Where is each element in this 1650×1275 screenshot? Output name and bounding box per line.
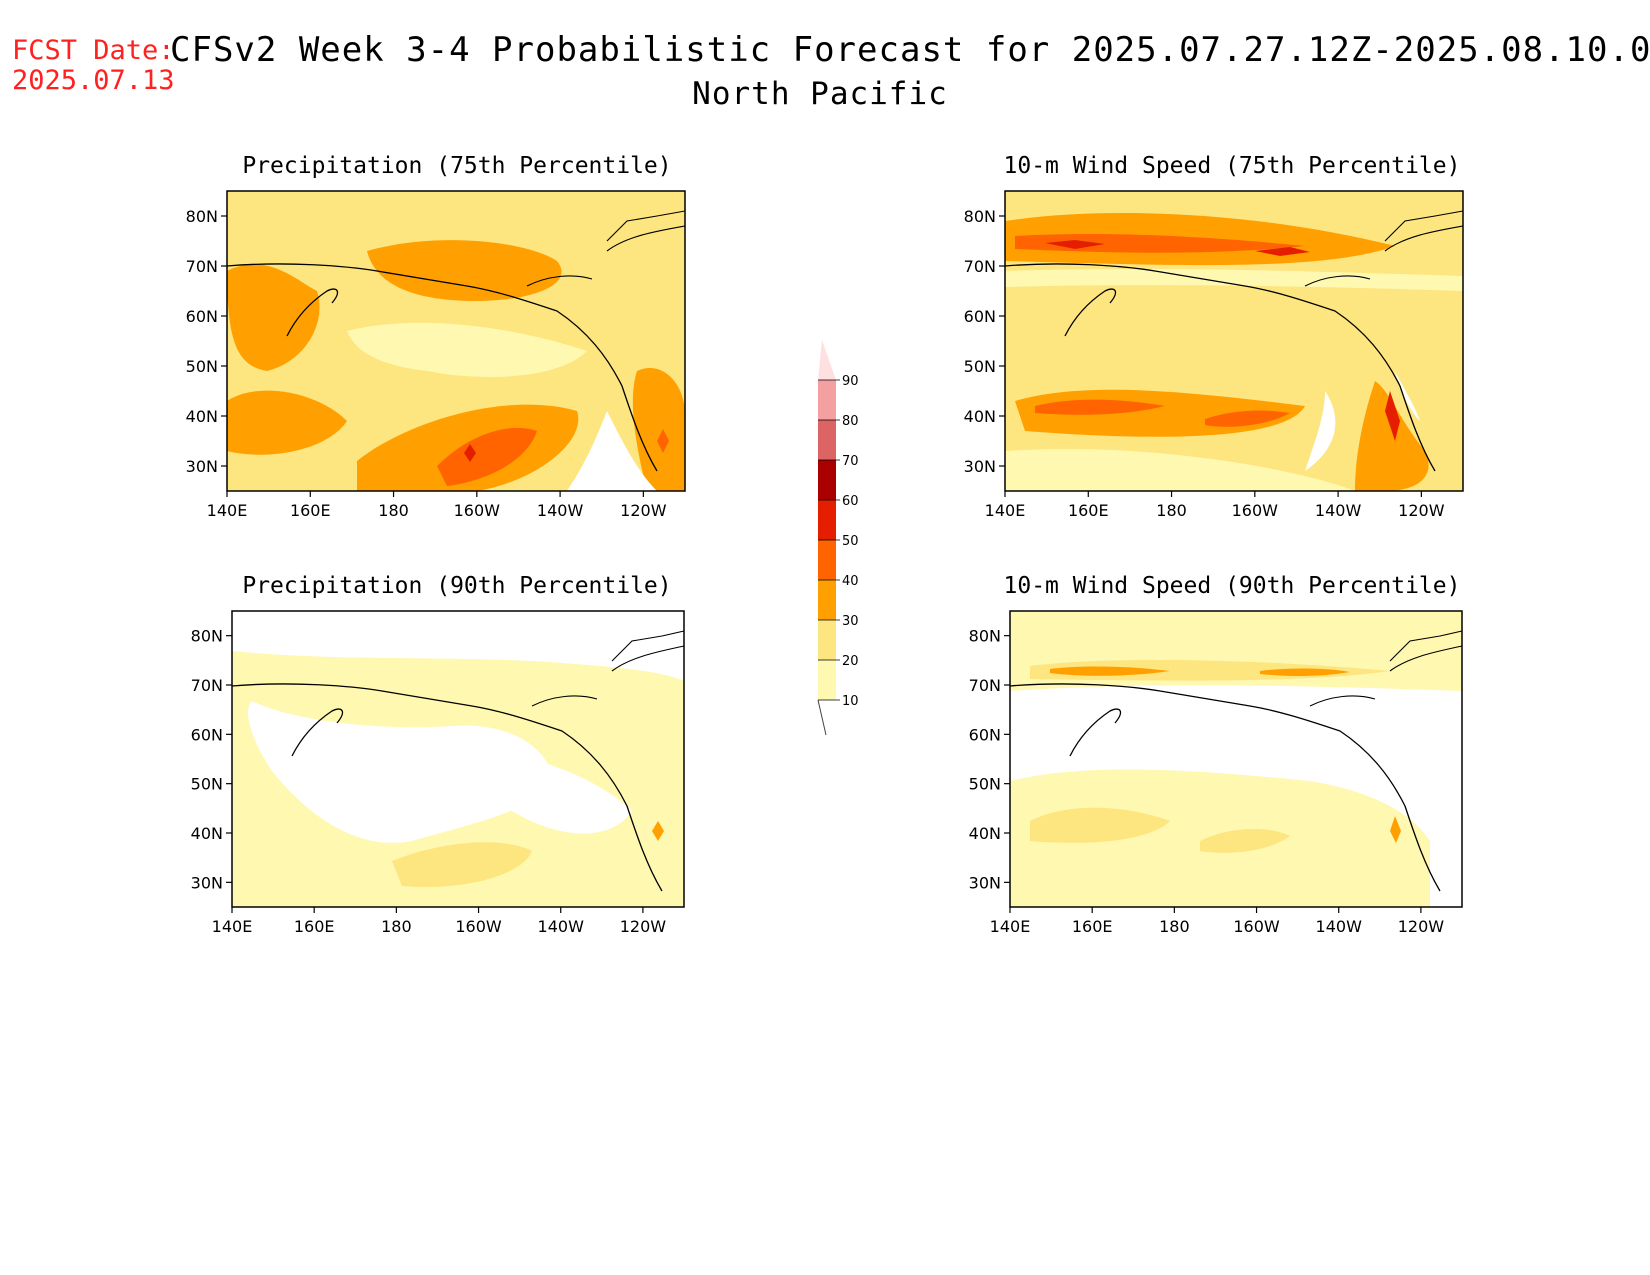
lat-label: 30N xyxy=(969,873,1001,892)
forecast-date-label: FCST Date: xyxy=(12,35,175,66)
legend-swatch xyxy=(818,580,836,620)
lat-label: 60N xyxy=(969,725,1001,744)
lat-label: 30N xyxy=(191,873,223,892)
legend-swatch xyxy=(818,620,836,660)
lon-label: 140E xyxy=(985,501,1026,520)
legend-label: 60 xyxy=(842,494,859,509)
page-title: CFSv2 Week 3-4 Probabilistic Forecast fo… xyxy=(170,30,1650,70)
legend-label: 50 xyxy=(842,534,859,549)
legend-label: 30 xyxy=(842,614,859,629)
lat-label: 80N xyxy=(186,207,218,226)
forecast-date-value: 2025.07.13 xyxy=(12,65,175,96)
legend-label: 70 xyxy=(842,454,859,469)
color-legend: 10 20 30 40 50 60 70 80 90 xyxy=(817,340,859,736)
lon-label: 160E xyxy=(290,501,331,520)
legend-swatch xyxy=(818,340,836,380)
lon-label: 160E xyxy=(294,917,335,936)
lat-label: 80N xyxy=(969,627,1001,646)
lat-label: 80N xyxy=(191,627,223,646)
lon-label: 120W xyxy=(1398,501,1445,520)
lat-label: 70N xyxy=(191,676,223,695)
lat-label: 40N xyxy=(964,407,996,426)
lat-label: 40N xyxy=(191,824,223,843)
lat-label: 30N xyxy=(186,457,218,476)
legend-tail xyxy=(817,699,827,736)
lon-label: 140W xyxy=(1316,917,1363,936)
lon-label: 160E xyxy=(1072,917,1113,936)
lat-label: 80N xyxy=(964,207,996,226)
legend-swatch xyxy=(818,380,836,420)
lat-label: 60N xyxy=(964,307,996,326)
legend-swatch xyxy=(818,460,836,500)
panel-title-wind-75: 10-m Wind Speed (75th Percentile) xyxy=(1003,153,1461,179)
lat-label: 40N xyxy=(969,824,1001,843)
legend-label: 80 xyxy=(842,414,859,429)
lon-label: 120W xyxy=(620,501,667,520)
legend-label: 40 xyxy=(842,574,859,589)
lon-label: 160W xyxy=(455,917,502,936)
lon-label: 160E xyxy=(1068,501,1109,520)
lon-label: 160W xyxy=(454,501,501,520)
lat-label: 60N xyxy=(191,725,223,744)
lon-label: 140W xyxy=(538,917,585,936)
lon-label: 140E xyxy=(990,917,1031,936)
lat-label: 50N xyxy=(969,775,1001,794)
legend-label: 20 xyxy=(842,654,859,669)
lon-label: 140W xyxy=(537,501,584,520)
lon-label: 180 xyxy=(1156,501,1187,520)
lat-label: 50N xyxy=(186,357,218,376)
panel-title-precip-75: Precipitation (75th Percentile) xyxy=(242,153,672,179)
lat-label: 60N xyxy=(186,307,218,326)
lon-label: 160W xyxy=(1232,501,1279,520)
lon-label: 140E xyxy=(207,501,248,520)
legend-swatch xyxy=(818,540,836,580)
legend-label: 90 xyxy=(842,374,859,389)
lat-label: 70N xyxy=(186,257,218,276)
lon-label: 180 xyxy=(381,917,412,936)
panel-title-precip-90: Precipitation (90th Percentile) xyxy=(242,573,672,599)
map-precip-90: 80N 70N 60N 50N 40N 30N 140E 160E 180 160W 140W 120… xyxy=(191,610,685,936)
lat-label: 70N xyxy=(964,257,996,276)
lon-label: 120W xyxy=(620,917,667,936)
map-wind-75: 80N 70N 60N 50N 40N 30N 140E 160E 180 160W 140W 120… xyxy=(964,190,1464,520)
lon-label: 180 xyxy=(378,501,409,520)
legend-label: 10 xyxy=(842,694,859,709)
legend-swatch xyxy=(818,500,836,540)
region-title: North Pacific xyxy=(692,76,948,112)
forecast-date-block: FCST Date: 2025.07.13 xyxy=(12,36,175,96)
map-precip-75: 80N 70N 60N 50N 40N 30N 140E 160E 180 160W 140W 120… xyxy=(186,190,686,520)
lon-label: 120W xyxy=(1398,917,1445,936)
lat-label: 30N xyxy=(964,457,996,476)
lat-label: 40N xyxy=(186,407,218,426)
map-wind-90: 80N 70N 60N 50N 40N 30N 140E 160E 180 160W 140W 120… xyxy=(969,610,1463,936)
legend-swatch xyxy=(818,660,836,700)
lon-label: 140W xyxy=(1315,501,1362,520)
panel-title-wind-90: 10-m Wind Speed (90th Percentile) xyxy=(1003,573,1461,599)
legend-swatch xyxy=(818,420,836,460)
lon-label: 180 xyxy=(1159,917,1190,936)
lat-label: 50N xyxy=(191,775,223,794)
lat-label: 70N xyxy=(969,676,1001,695)
lon-label: 160W xyxy=(1233,917,1280,936)
lat-label: 50N xyxy=(964,357,996,376)
lon-label: 140E xyxy=(212,917,253,936)
